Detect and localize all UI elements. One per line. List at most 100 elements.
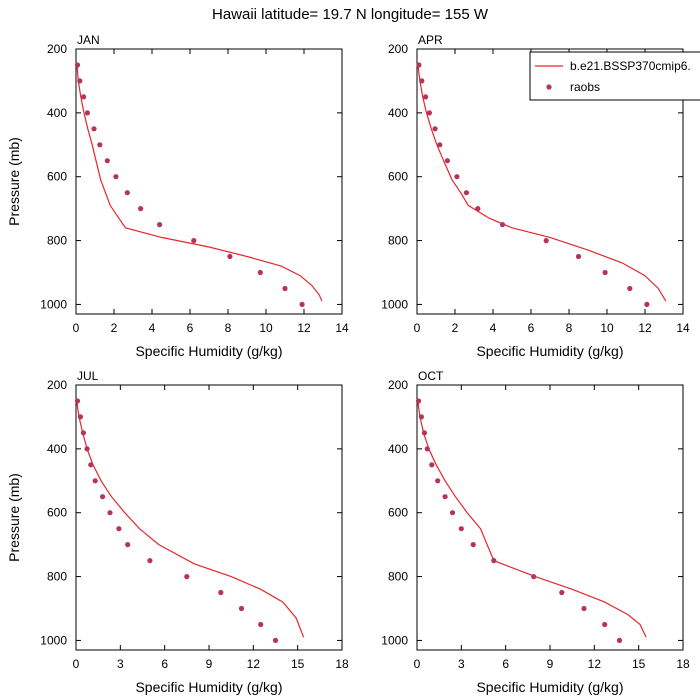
obs-point-jul: [218, 589, 224, 596]
figure-title: Hawaii latitude= 19.7 N longitude= 155 W: [212, 6, 489, 23]
panel-jul: JUL 0 3 6 9 12 15 18 200 400 600 800 1000 Specific Hu…: [6, 369, 349, 695]
obs-point-jan: [138, 206, 144, 212]
x-tick-label-apr: 6: [528, 321, 535, 335]
obs-point-oct: [449, 510, 456, 516]
obs-point-jan: [74, 62, 81, 68]
model-line-jul: [76, 400, 305, 638]
y-tick-label-jan: 200: [47, 42, 67, 56]
obs-point-jul: [107, 510, 113, 516]
panel-title-jul: JUL: [77, 369, 99, 383]
obs-point-jan: [191, 238, 197, 244]
obs-point-jul: [80, 430, 86, 436]
y-tick-label-jul: 800: [47, 570, 67, 584]
obs-point-jan: [257, 269, 263, 276]
obs-point-oct: [442, 494, 448, 500]
obs-point-jan: [81, 94, 87, 100]
obs-point-apr: [475, 206, 481, 212]
y-axis-label-jul: Pressure (mb): [6, 473, 22, 562]
x-tick-label-jan: 0: [73, 321, 80, 335]
obs-point-jan: [84, 110, 90, 116]
x-tick-label-oct: 9: [547, 657, 554, 671]
obs-point-jan: [299, 301, 305, 307]
obs-point-jul: [84, 446, 90, 452]
x-axis-label-oct: Specific Humidity (g/kg): [476, 679, 623, 695]
x-tick-label-oct: 6: [502, 657, 509, 671]
x-tick-label-jan: 8: [225, 321, 232, 335]
y-tick-label-apr: 600: [388, 170, 408, 184]
model-line-oct: [417, 400, 647, 638]
obs-point-jul: [184, 574, 190, 580]
obs-point-oct: [559, 589, 565, 596]
obs-point-apr: [499, 222, 506, 228]
obs-point-jul: [272, 637, 279, 644]
obs-point-jan: [91, 126, 97, 132]
obs-point-oct: [602, 621, 608, 628]
legend-obs-label: raobs: [570, 80, 600, 94]
obs-point-oct: [470, 542, 476, 548]
obs-point-apr: [463, 190, 469, 196]
x-axis-label-apr: Specific Humidity (g/kg): [476, 343, 623, 359]
x-tick-label-apr: 4: [490, 321, 497, 335]
obs-point-oct: [581, 605, 587, 612]
obs-point-oct: [616, 637, 623, 644]
x-axis-label-jan: Specific Humidity (g/kg): [135, 343, 282, 359]
obs-point-apr: [419, 78, 425, 84]
x-tick-label-jan: 12: [297, 321, 311, 335]
obs-point-jul: [258, 621, 264, 628]
x-tick-label-apr: 10: [600, 321, 614, 335]
obs-point-jul: [74, 398, 81, 404]
obs-point-oct: [491, 558, 497, 564]
obs-point-jan: [113, 174, 119, 180]
obs-point-apr: [423, 94, 429, 100]
obs-point-jul: [125, 542, 131, 548]
obs-point-oct: [415, 398, 422, 404]
y-axis-label-jan: Pressure (mb): [6, 137, 22, 226]
x-tick-label-jan: 6: [187, 321, 194, 335]
legend-box: [529, 51, 700, 101]
y-tick-label-jul: 200: [47, 378, 67, 392]
legend: b.e21.BSSP370cmip6. raobs: [529, 51, 700, 101]
obs-point-jan: [157, 222, 163, 228]
plot-frame-jul: [75, 384, 343, 651]
x-tick-label-jan: 4: [149, 321, 156, 335]
obs-point-apr: [444, 158, 450, 164]
y-tick-label-jul: 400: [47, 442, 67, 456]
panel-oct: OCT 0 3 6 9 12 15 18 200 400 600 800 1000 Specific Hu…: [381, 369, 690, 695]
obs-point-jan: [97, 142, 103, 148]
obs-point-apr: [543, 238, 549, 244]
x-tick-label-jul: 12: [247, 657, 261, 671]
y-tick-label-apr: 200: [388, 42, 408, 56]
obs-point-jan: [227, 253, 233, 260]
obs-point-oct: [421, 430, 427, 436]
x-axis-label-jul: Specific Humidity (g/kg): [135, 679, 282, 695]
obs-point-oct: [429, 462, 435, 468]
x-tick-label-jan: 2: [111, 321, 118, 335]
legend-model-label: b.e21.BSSP370cmip6.: [570, 59, 691, 73]
legend-obs-swatch: [546, 84, 552, 90]
panel-apr: APR 0 2 4 6 8 10 12 14 200 400 600 800 1000 Specific H…: [381, 33, 690, 359]
obs-point-jul: [88, 462, 94, 468]
panel-title-apr: APR: [418, 33, 443, 47]
obs-point-jan: [282, 285, 288, 292]
y-tick-label-oct: 1000: [381, 633, 408, 647]
obs-point-apr: [602, 269, 608, 276]
x-tick-label-apr: 0: [414, 321, 421, 335]
y-tick-label-apr: 400: [388, 106, 408, 120]
x-tick-label-apr: 12: [638, 321, 652, 335]
x-tick-label-oct: 0: [414, 657, 421, 671]
x-tick-label-jul: 6: [161, 657, 168, 671]
obs-point-jul: [100, 494, 106, 500]
model-line-apr: [417, 64, 667, 302]
y-tick-label-jul: 1000: [40, 633, 67, 647]
y-tick-label-jan: 800: [47, 234, 67, 248]
x-tick-label-oct: 12: [588, 657, 602, 671]
plot-frame-apr: [416, 48, 684, 315]
obs-point-apr: [437, 142, 443, 148]
y-tick-label-jan: 600: [47, 170, 67, 184]
x-tick-label-oct: 3: [458, 657, 465, 671]
plot-frame-jan: [75, 48, 343, 315]
obs-point-apr: [416, 62, 422, 68]
obs-point-oct: [531, 574, 537, 580]
model-line-jan: [76, 64, 323, 302]
